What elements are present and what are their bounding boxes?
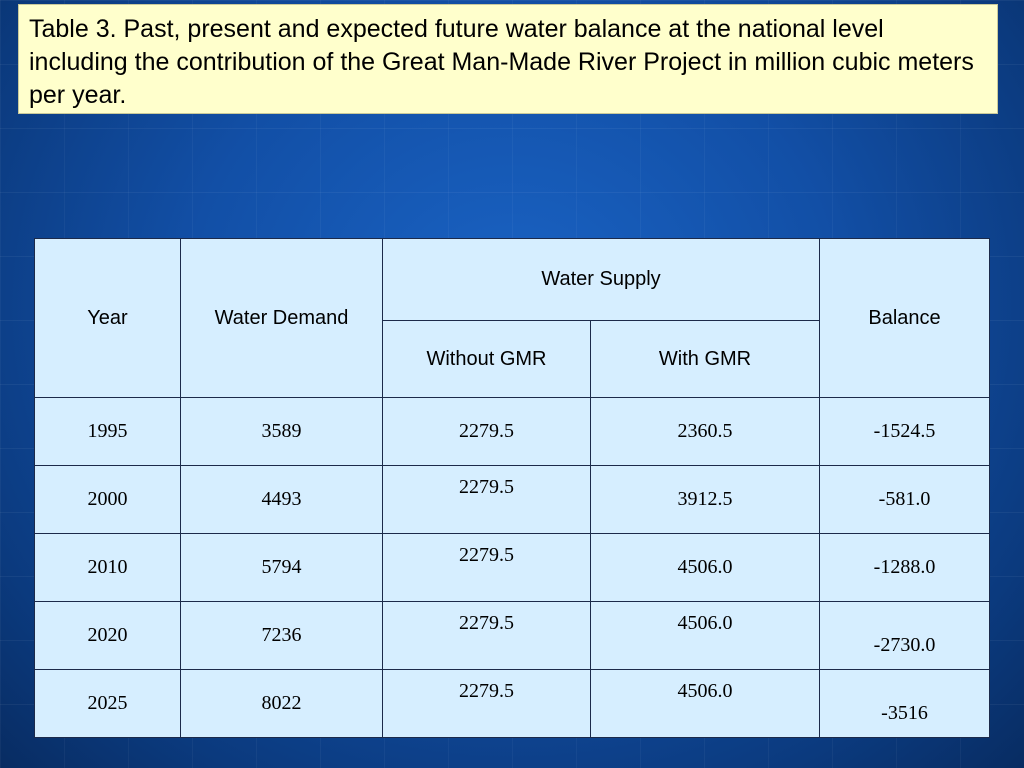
cell-water-demand: 3589 [180,397,383,466]
table-row: 2000 4493 2279.5 3912.5 -581.0 [34,465,990,534]
cell-with-gmr: 4506.0 [590,533,820,602]
cell-balance: -3516 [819,669,990,738]
header-water-supply: Water Supply [382,238,820,321]
cell-without-gmr: 2279.5 [382,465,591,534]
table-row: 2010 5794 2279.5 4506.0 -1288.0 [34,533,990,602]
cell-without-gmr: 2279.5 [382,397,591,466]
table-row: 1995 3589 2279.5 2360.5 -1524.5 [34,397,990,466]
cell-year: 1995 [34,397,181,466]
cell-water-demand: 8022 [180,669,383,738]
water-balance-table: Year Water Demand Water Supply Balance W… [34,238,990,738]
header-balance: Balance [819,238,990,398]
cell-year: 2010 [34,533,181,602]
header-year: Year [34,238,181,398]
header-with-gmr: With GMR [590,320,820,398]
table-row: 2020 7236 2279.5 4506.0 -2730.0 [34,601,990,670]
cell-with-gmr: 3912.5 [590,465,820,534]
cell-without-gmr: 2279.5 [382,669,591,738]
header-water-demand: Water Demand [180,238,383,398]
cell-with-gmr: 4506.0 [590,601,820,670]
cell-balance: -581.0 [819,465,990,534]
cell-water-demand: 4493 [180,465,383,534]
cell-without-gmr: 2279.5 [382,533,591,602]
cell-year: 2000 [34,465,181,534]
header-without-gmr: Without GMR [382,320,591,398]
cell-water-demand: 5794 [180,533,383,602]
cell-without-gmr: 2279.5 [382,601,591,670]
cell-balance: -2730.0 [819,601,990,670]
cell-balance: -1524.5 [819,397,990,466]
cell-with-gmr: 4506.0 [590,669,820,738]
cell-year: 2020 [34,601,181,670]
cell-with-gmr: 2360.5 [590,397,820,466]
cell-balance: -1288.0 [819,533,990,602]
table-caption: Table 3. Past, present and expected futu… [18,4,998,114]
cell-year: 2025 [34,669,181,738]
cell-water-demand: 7236 [180,601,383,670]
table-row: 2025 8022 2279.5 4506.0 -3516 [34,669,990,738]
